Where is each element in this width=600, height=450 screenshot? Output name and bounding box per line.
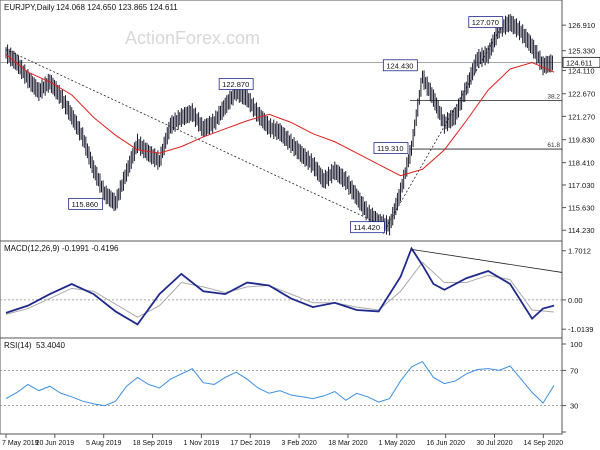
swing-level-label: 124.430	[386, 61, 413, 70]
rsi-panel-frame	[0, 337, 563, 435]
moving-average-line	[5, 54, 555, 177]
rsi-y-axis: 100 70 30	[562, 340, 583, 433]
x-tick-label: 1 Nov 2019	[183, 440, 219, 447]
macd-series-layer	[0, 246, 563, 326]
swing-level-label: 127.070	[472, 18, 499, 27]
price-series-layer: 115.860 122.870 114.420 119.310 124.430 127.0…	[5, 14, 555, 236]
swing-level-label: 122.870	[222, 80, 249, 89]
ohlc-label: 124.068 124.650 123.865 124.611	[56, 3, 178, 12]
swing-level-box	[382, 59, 418, 72]
price-y-tick-label: 114.230	[568, 226, 595, 235]
x-tick-label: 17 Dec 2019	[230, 440, 270, 447]
rsi-y-tick-label: 70	[570, 366, 578, 375]
macd-divergence-line	[411, 248, 563, 273]
falling-trendline	[5, 49, 387, 228]
current-price-label: 124.611	[566, 58, 593, 67]
macd-values: -0.1991 -0.4196	[62, 244, 119, 253]
price-y-tick-label: 117.030	[568, 181, 595, 190]
swing-level-box	[68, 197, 104, 210]
x-tick-label: 20 Jun 2019	[36, 440, 75, 447]
current-price-tag	[562, 56, 600, 68]
macd-y-tick-label: 1.7012	[568, 247, 591, 256]
x-tick-label: 1 May 2020	[379, 440, 416, 447]
x-tick-label: 14 Sep 2020	[524, 440, 564, 447]
macd-title: MACD(12,26,9)	[4, 244, 60, 253]
symbol-label: EURJPY,Daily	[4, 3, 55, 12]
macd-y-tick-label: 0.00	[568, 296, 583, 305]
price-y-tick-label: 115.630	[568, 204, 595, 213]
macd-y-axis: 1.7012 0.00 -1.0139	[562, 247, 593, 334]
price-y-tick-label: 126.910	[568, 21, 595, 30]
swing-level-box	[373, 142, 409, 154]
price-y-tick-label: 122.670	[568, 90, 595, 99]
swing-level-box	[218, 78, 254, 90]
price-y-tick-label: 121.270	[568, 112, 595, 121]
x-tick-label: 3 Feb 2020	[281, 440, 317, 447]
x-tick-label: 30 Jul 2020	[476, 440, 512, 447]
x-tick-label: 5 Aug 2019	[86, 440, 122, 447]
watermark: ActionForex.com	[125, 28, 260, 48]
swing-level-label: 114.420	[353, 223, 380, 232]
macd-signal-line	[5, 261, 555, 318]
x-tick-label: 18 Sep 2019	[133, 440, 173, 447]
swing-level-box	[350, 221, 385, 234]
price-y-tick-label: 119.830	[568, 136, 595, 145]
rsi-title: RSI(14)	[4, 341, 32, 350]
fib-level-label: 38.2	[547, 94, 560, 101]
x-tick-label: 16 Jun 2020	[426, 440, 465, 447]
rsi-line	[5, 360, 555, 407]
swing-level-box	[468, 16, 504, 28]
price-y-tick-label: 118.410	[568, 159, 595, 168]
rsi-series-layer	[0, 360, 562, 407]
x-tick-label: 7 May 2019	[2, 440, 39, 447]
price-y-tick-label: 124.110	[568, 66, 595, 75]
macd-y-tick-label: -1.0139	[568, 325, 593, 334]
macd-line	[5, 246, 555, 326]
rsi-y-tick-label: 100	[570, 340, 583, 349]
rsi-y-tick-label: 30	[570, 402, 578, 411]
rising-trendline	[386, 22, 505, 228]
swing-level-label: 119.310	[377, 144, 404, 153]
price-y-axis: 126.910 125.330 124.110 122.670 121.270 119.8…	[562, 21, 600, 235]
x-tick-label: 18 Mar 2020	[328, 440, 367, 447]
fib-level-label: 61.8	[547, 142, 560, 149]
swing-level-label: 115.860	[72, 200, 99, 209]
price-y-tick-label: 125.330	[568, 47, 595, 56]
rsi-values: 53.4040	[36, 341, 65, 350]
